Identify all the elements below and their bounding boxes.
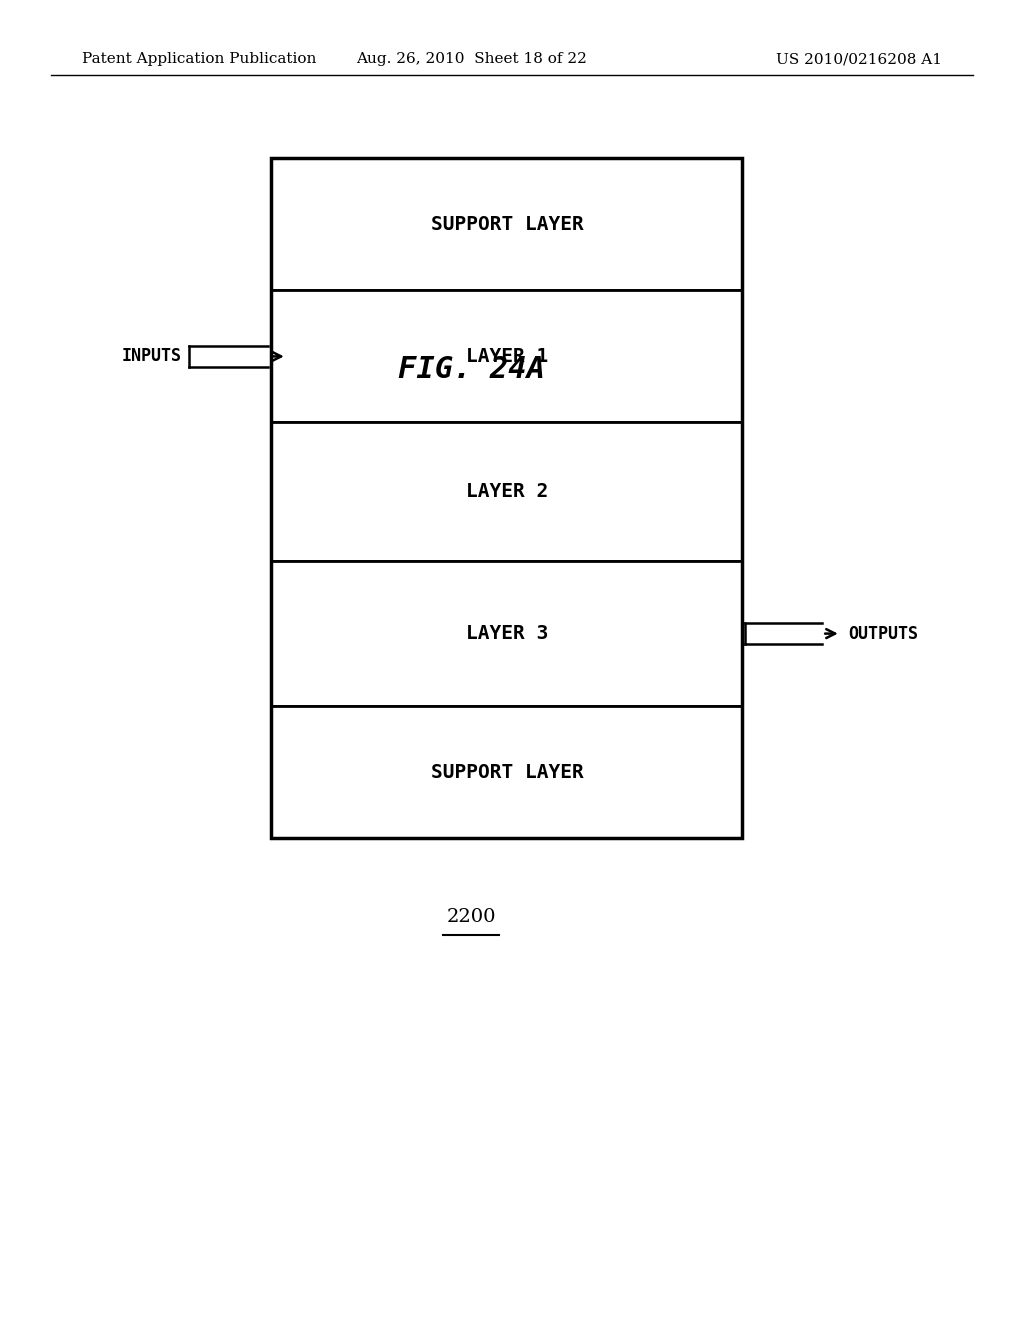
Bar <box>271 290 742 422</box>
Bar <box>271 561 742 706</box>
Text: Aug. 26, 2010  Sheet 18 of 22: Aug. 26, 2010 Sheet 18 of 22 <box>355 53 587 66</box>
Bar <box>271 706 742 838</box>
Text: Patent Application Publication: Patent Application Publication <box>82 53 316 66</box>
Bar <box>271 158 742 290</box>
Bar <box>271 158 742 838</box>
Text: 2200: 2200 <box>446 908 496 927</box>
Text: INPUTS: INPUTS <box>121 347 181 366</box>
Text: LAYER 3: LAYER 3 <box>466 624 548 643</box>
Text: LAYER 2: LAYER 2 <box>466 482 548 502</box>
Text: US 2010/0216208 A1: US 2010/0216208 A1 <box>776 53 942 66</box>
Bar <box>271 422 742 561</box>
Text: SUPPORT LAYER: SUPPORT LAYER <box>430 215 584 234</box>
Text: FIG. 24A: FIG. 24A <box>397 355 545 384</box>
Text: OUTPUTS: OUTPUTS <box>848 624 918 643</box>
Text: SUPPORT LAYER: SUPPORT LAYER <box>430 763 584 781</box>
Text: LAYER 1: LAYER 1 <box>466 347 548 366</box>
